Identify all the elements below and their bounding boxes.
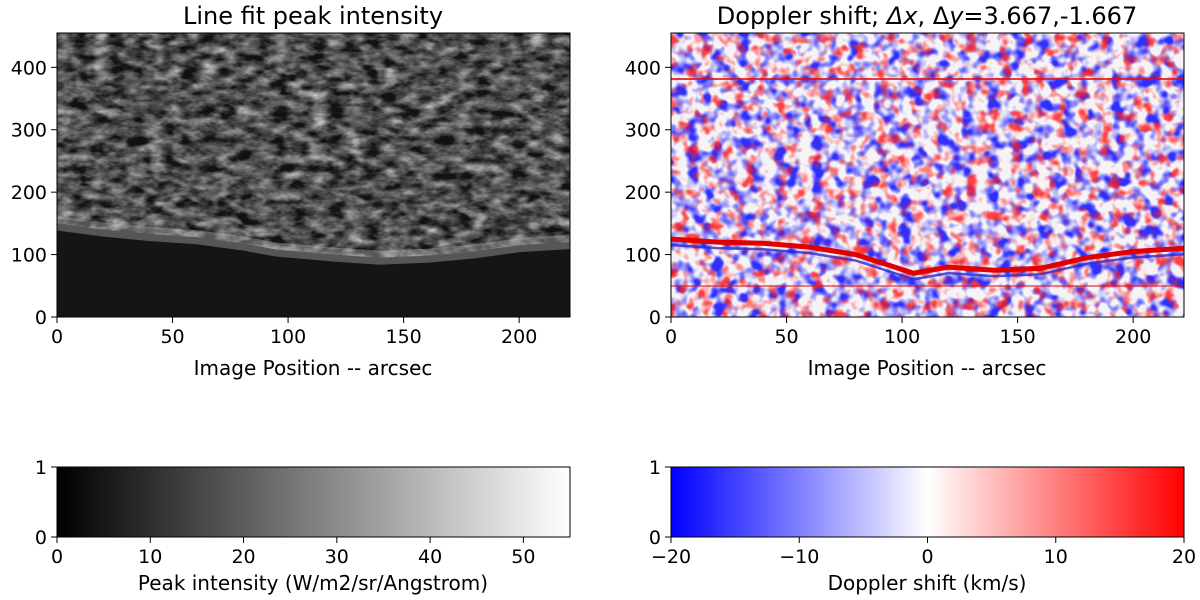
doppler-ytick-label: 300 bbox=[625, 120, 661, 142]
intensity-colorbar-ytick-label: 1 bbox=[35, 457, 47, 479]
intensity-ytick-label: 100 bbox=[11, 245, 47, 267]
doppler-xtick-label: 100 bbox=[884, 326, 920, 348]
intensity-colorbar-ytick-label: 0 bbox=[35, 527, 47, 549]
doppler-colorbar-xtick-label: −20 bbox=[651, 546, 691, 568]
doppler-xtick-label: 200 bbox=[1115, 326, 1151, 348]
intensity-xtick-label: 150 bbox=[385, 326, 421, 348]
doppler-ytick-label: 100 bbox=[625, 245, 661, 267]
intensity-limb-brightening bbox=[57, 216, 570, 265]
doppler-colorbar-ytick-label: 1 bbox=[649, 457, 661, 479]
doppler-colorbar-ytick-label: 0 bbox=[649, 527, 661, 549]
intensity-axes-frame bbox=[56, 32, 571, 318]
intensity-xtick-label: 200 bbox=[501, 326, 537, 348]
intensity-ticks: 0 50 100 150 200 0 100 200 300 400 bbox=[11, 57, 538, 348]
doppler-colorbar: −20 −10 0 10 20 0 1 Doppler shift (km/s) bbox=[649, 457, 1196, 595]
doppler-colorbar-xtick-label: −10 bbox=[779, 546, 819, 568]
intensity-ytick-label: 200 bbox=[11, 182, 47, 204]
intensity-colorbar: 0 10 20 30 40 50 0 1 Peak intensity (W/m2/sr/An… bbox=[35, 457, 571, 595]
intensity-image bbox=[57, 33, 570, 317]
doppler-axes-frame bbox=[670, 32, 1185, 318]
intensity-colorbar-xtick-label: 0 bbox=[51, 546, 63, 568]
intensity-colorbar-xtick-label: 10 bbox=[138, 546, 162, 568]
intensity-colorbar-xtick-label: 20 bbox=[231, 546, 255, 568]
intensity-colorbar-xtick-label: 30 bbox=[325, 546, 349, 568]
doppler-colorbar-gradient bbox=[670, 466, 1185, 538]
doppler-colorbar-xtick-label: 20 bbox=[1172, 546, 1196, 568]
doppler-xtick-label: 150 bbox=[999, 326, 1035, 348]
doppler-xtick-label: 0 bbox=[665, 326, 677, 348]
intensity-colorbar-xtick-label: 40 bbox=[418, 546, 442, 568]
doppler-title: Doppler shift; Δx, Δy=3.667,-1.667 bbox=[717, 2, 1137, 30]
doppler-colorbar-ticks: −20 −10 0 10 20 0 1 bbox=[649, 457, 1196, 568]
doppler-colorbar-xtick-label: 0 bbox=[921, 546, 933, 568]
doppler-ytick-label: 400 bbox=[625, 57, 661, 79]
intensity-limb-dark-region bbox=[57, 223, 570, 317]
doppler-colorbar-label: Doppler shift (km/s) bbox=[828, 571, 1027, 595]
doppler-limb-blueshift bbox=[671, 243, 1184, 281]
doppler-ticks: 0 50 100 150 200 0 100 200 300 400 bbox=[625, 57, 1152, 348]
doppler-colorbar-xtick-label: 10 bbox=[1044, 546, 1068, 568]
doppler-ytick-label: 200 bbox=[625, 182, 661, 204]
intensity-colorbar-ticks: 0 10 20 30 40 50 0 1 bbox=[35, 457, 536, 568]
intensity-ytick-label: 300 bbox=[11, 120, 47, 142]
intensity-xtick-label: 50 bbox=[160, 326, 184, 348]
intensity-ytick-label: 0 bbox=[35, 307, 47, 329]
intensity-colorbar-label: Peak intensity (W/m2/sr/Angstrom) bbox=[138, 571, 488, 595]
intensity-title: Line fit peak intensity bbox=[183, 2, 443, 30]
intensity-xlabel: Image Position -- arcsec bbox=[194, 356, 433, 380]
intensity-xtick-label: 100 bbox=[270, 326, 306, 348]
doppler-panel: Doppler shift; Δx, Δy=3.667,-1.667 0 50 10… bbox=[625, 2, 1185, 380]
doppler-limb-redshift bbox=[671, 236, 1184, 276]
intensity-xtick-label: 0 bbox=[51, 326, 63, 348]
doppler-ytick-label: 0 bbox=[649, 307, 661, 329]
intensity-colorbar-xtick-label: 50 bbox=[511, 546, 535, 568]
intensity-ytick-label: 400 bbox=[11, 57, 47, 79]
intensity-panel: Line fit peak intensity 0 50 100 150 200 0 100… bbox=[11, 2, 571, 380]
doppler-xlabel: Image Position -- arcsec bbox=[808, 356, 1047, 380]
intensity-colorbar-gradient bbox=[56, 466, 571, 538]
doppler-xtick-label: 50 bbox=[774, 326, 798, 348]
doppler-image bbox=[671, 33, 1184, 317]
